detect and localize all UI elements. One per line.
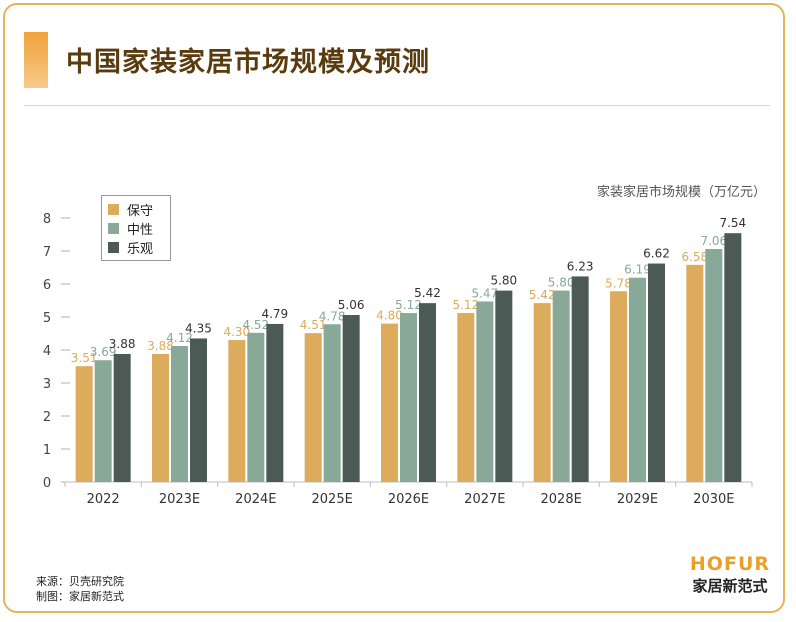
bar-1 <box>705 249 723 482</box>
data-label: 3.88 <box>109 337 136 351</box>
bar-0 <box>610 291 627 482</box>
x-tick-label: 2028E <box>541 492 582 507</box>
bar-2 <box>495 290 513 482</box>
maker-note: 制图：家居新范式 <box>36 590 124 603</box>
footer-notes: 来源：贝壳研究院 制图：家居新范式 <box>36 574 124 604</box>
bar-2 <box>419 303 436 482</box>
data-label: 3.51 <box>71 351 98 365</box>
data-label: 6.58 <box>681 250 708 264</box>
bar-2 <box>190 338 207 482</box>
bar-2 <box>571 276 589 482</box>
y-tick-label: 0 <box>43 476 51 491</box>
data-label: 4.79 <box>261 307 288 321</box>
brand-name-cn: 家居新范式 <box>692 577 768 595</box>
brand-name-en: HOFUR <box>689 553 770 575</box>
bar-1 <box>400 313 417 482</box>
title-divider <box>24 105 770 106</box>
data-label: 3.88 <box>147 339 174 353</box>
bar-0 <box>304 333 322 482</box>
data-label: 4.35 <box>185 321 212 335</box>
x-tick-label: 2030E <box>693 492 734 507</box>
bar-0 <box>152 353 169 482</box>
bar-2 <box>266 323 284 482</box>
bar-0 <box>457 313 475 482</box>
y-tick-label: 5 <box>43 311 51 326</box>
x-tick-label: 2022 <box>87 492 120 507</box>
bar-1 <box>171 346 188 482</box>
x-tick-label: 2027E <box>464 492 505 507</box>
bar-1 <box>476 301 494 482</box>
bar-0 <box>75 366 93 482</box>
legend-label-optimistic: 乐观 <box>127 242 154 257</box>
bar-0 <box>228 340 246 482</box>
y-tick-label: 2 <box>43 410 51 425</box>
data-label: 7.54 <box>719 216 746 230</box>
legend-swatch-neutral <box>108 223 119 234</box>
y-tick-label: 6 <box>43 278 51 293</box>
data-label: 5.12 <box>395 298 422 312</box>
data-label: 5.47 <box>471 286 498 300</box>
bar-0 <box>381 323 398 482</box>
data-label: 6.62 <box>643 247 670 261</box>
y-tick-label: 8 <box>43 212 51 227</box>
data-label: 4.12 <box>166 331 193 345</box>
x-tick-label: 2029E <box>617 492 658 507</box>
legend-item-conservative: 保守 <box>108 200 164 219</box>
brand-logo: HOFUR 家居新范式 <box>690 553 770 596</box>
unit-label: 家装家居市场规模（万亿元） <box>596 185 766 200</box>
data-label: 5.06 <box>338 298 365 312</box>
legend-label-conservative: 保守 <box>127 204 154 219</box>
bar-1 <box>552 290 570 482</box>
data-label: 5.42 <box>414 286 441 300</box>
x-tick-label: 2025E <box>312 492 353 507</box>
y-tick-label: 7 <box>43 245 51 260</box>
data-label: 5.42 <box>529 288 556 302</box>
data-label: 6.23 <box>567 259 594 273</box>
legend-swatch-optimistic <box>108 242 119 253</box>
y-tick-label: 3 <box>43 377 51 392</box>
title-accent-bar <box>24 32 48 88</box>
bar-2 <box>113 353 131 482</box>
bar-1 <box>247 332 265 482</box>
x-tick-label: 2026E <box>388 492 429 507</box>
data-label: 5.12 <box>452 298 479 312</box>
legend-item-neutral: 中性 <box>108 219 164 238</box>
legend-label-neutral: 中性 <box>127 223 154 238</box>
data-label: 4.30 <box>223 325 250 339</box>
legend-item-optimistic: 乐观 <box>108 238 164 257</box>
bar-2 <box>648 263 665 482</box>
data-label: 7.06 <box>700 234 727 248</box>
bar-1 <box>94 360 112 482</box>
page-title: 中国家装家居市场规模及预测 <box>66 47 430 78</box>
data-label: 5.80 <box>490 274 517 288</box>
bar-2 <box>724 233 742 482</box>
data-label: 5.78 <box>605 276 632 290</box>
data-label: 4.52 <box>242 318 269 332</box>
chart-legend: 保守 中性 乐观 <box>101 195 171 261</box>
data-label: 4.51 <box>300 318 327 332</box>
data-label: 6.19 <box>624 263 651 277</box>
source-note: 来源：贝壳研究院 <box>36 575 124 588</box>
legend-swatch-conservative <box>108 204 119 215</box>
y-tick-label: 1 <box>43 443 51 458</box>
x-tick-label: 2024E <box>235 492 276 507</box>
bar-0 <box>533 303 551 482</box>
bar-1 <box>629 277 646 482</box>
bar-1 <box>323 324 341 482</box>
data-label: 5.80 <box>548 276 575 290</box>
x-tick-label: 2023E <box>159 492 200 507</box>
data-label: 4.80 <box>376 309 403 323</box>
data-label: 3.69 <box>90 345 117 359</box>
bar-0 <box>686 264 704 482</box>
y-tick-label: 4 <box>43 344 51 359</box>
data-label: 4.78 <box>319 309 346 323</box>
bar-2 <box>342 315 360 482</box>
